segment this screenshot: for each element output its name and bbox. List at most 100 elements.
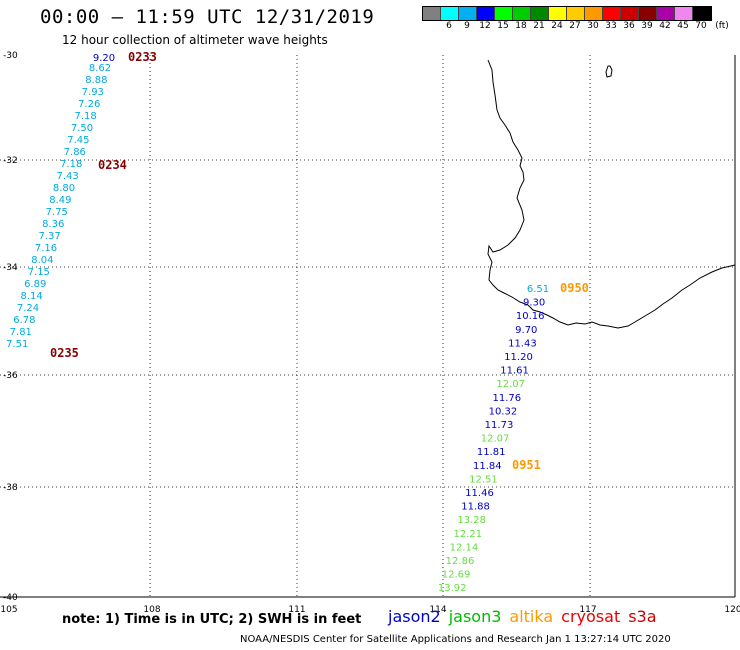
wave-value: 8.04 bbox=[31, 255, 53, 266]
legend-swatch bbox=[459, 7, 477, 20]
wave-value: 11.43 bbox=[508, 338, 537, 349]
wave-value: 10.32 bbox=[489, 406, 518, 417]
legend-swatch bbox=[585, 7, 603, 20]
wave-value: 7.86 bbox=[64, 147, 86, 158]
wave-value: 9.70 bbox=[515, 325, 537, 336]
axis-labels: -30 -32 -34 -36 -38 -40 105 108 111 114 117 120 bbox=[0, 51, 740, 615]
wave-value: 7.18 bbox=[60, 159, 82, 170]
altimeter-tracks: 9.208.628.887.937.267.187.507.457.867.18… bbox=[6, 53, 549, 594]
satellite-legend: jason2 jason3 altika cryosat s3a bbox=[388, 607, 665, 626]
satellite-altika: altika bbox=[509, 607, 554, 626]
wave-value: 7.37 bbox=[38, 231, 60, 242]
legend-label: 39 bbox=[641, 21, 653, 31]
lat-label: -38 bbox=[3, 483, 18, 493]
legend-unit: (ft) bbox=[715, 21, 729, 31]
wave-value: 9.20 bbox=[93, 53, 115, 64]
wave-value: 8.14 bbox=[20, 291, 42, 302]
map-subtitle: 12 hour collection of altimeter wave hei… bbox=[62, 33, 328, 47]
wave-value: 11.81 bbox=[477, 447, 506, 458]
legend-label: 27 bbox=[569, 21, 581, 31]
legend-label: 18 bbox=[515, 21, 527, 31]
satellite-jason3: jason3 bbox=[448, 607, 502, 626]
legend-label: 24 bbox=[551, 21, 563, 31]
time-tag: 0235 bbox=[50, 346, 79, 360]
time-tag: 0951 bbox=[512, 458, 541, 472]
wave-value: 7.24 bbox=[17, 303, 39, 314]
wave-value: 12.69 bbox=[442, 570, 471, 581]
legend-label: 30 bbox=[587, 21, 599, 31]
legend-label: 42 bbox=[659, 21, 671, 31]
wave-value: 12.21 bbox=[453, 529, 482, 540]
legend-swatch bbox=[495, 7, 513, 20]
wave-value: 11.61 bbox=[500, 366, 529, 377]
legend-swatch bbox=[693, 7, 711, 20]
wave-value: 12.14 bbox=[450, 542, 479, 553]
wave-value: 12.07 bbox=[496, 379, 525, 390]
legend-label: 36 bbox=[623, 21, 635, 31]
lon-label: 111 bbox=[288, 605, 305, 615]
wave-value: 7.50 bbox=[71, 123, 93, 134]
footer-credit: NOAA/NESDIS Center for Satellite Applica… bbox=[240, 634, 671, 645]
wave-value: 7.93 bbox=[82, 87, 104, 98]
legend-label: 70 bbox=[695, 21, 707, 31]
lat-label: -34 bbox=[3, 263, 18, 273]
wave-value: 11.76 bbox=[492, 393, 521, 404]
legend-swatch bbox=[567, 7, 585, 20]
lat-label: -36 bbox=[3, 371, 18, 381]
satellite-s3a: s3a bbox=[628, 607, 657, 626]
legend-label: 45 bbox=[677, 21, 689, 31]
lon-label: 120 bbox=[724, 605, 740, 615]
wave-value: 8.88 bbox=[85, 75, 107, 86]
wave-value: 7.15 bbox=[28, 267, 50, 278]
legend-swatch bbox=[441, 7, 459, 20]
wave-value: 7.16 bbox=[35, 243, 57, 254]
wave-value: 6.78 bbox=[13, 315, 35, 326]
wave-value: 12.07 bbox=[481, 434, 510, 445]
lon-label: 105 bbox=[0, 605, 17, 615]
legend-swatch bbox=[477, 7, 495, 20]
lat-label: -30 bbox=[3, 51, 18, 61]
wave-value: 7.51 bbox=[6, 339, 28, 350]
legend-swatch bbox=[531, 7, 549, 20]
lon-label: 114 bbox=[429, 605, 446, 615]
wave-value: 11.88 bbox=[461, 502, 490, 513]
wave-value: 8.62 bbox=[89, 63, 111, 74]
legend-swatch bbox=[675, 7, 693, 20]
legend-label: 33 bbox=[605, 21, 617, 31]
legend-label: 6 bbox=[446, 21, 452, 31]
wave-value: 12.86 bbox=[446, 556, 475, 567]
wave-value: 7.75 bbox=[46, 207, 68, 218]
note-text: note: 1) Time is in UTC; 2) SWH is in fe… bbox=[62, 612, 362, 627]
wave-value: 7.43 bbox=[56, 171, 78, 182]
wave-value: 7.18 bbox=[74, 111, 96, 122]
wave-value: 8.36 bbox=[42, 219, 64, 230]
time-tags: 0233 0234 0235 0950 0951 bbox=[50, 50, 589, 472]
legend-label: 12 bbox=[479, 21, 491, 31]
wave-value: 11.84 bbox=[473, 461, 502, 472]
legend-swatch bbox=[621, 7, 639, 20]
map-frame bbox=[0, 55, 736, 598]
satellite-jason2: jason2 bbox=[388, 607, 441, 626]
color-scale-legend bbox=[422, 6, 712, 21]
legend-label: 21 bbox=[533, 21, 545, 31]
wave-value: 12.51 bbox=[469, 474, 498, 485]
map-title: 00:00 — 11:59 UTC 12/31/2019 bbox=[40, 6, 375, 28]
legend-label: 9 bbox=[464, 21, 470, 31]
wave-value: 7.81 bbox=[10, 327, 32, 338]
wave-value: 6.51 bbox=[527, 284, 549, 295]
lon-label: 108 bbox=[143, 605, 160, 615]
lat-label: -40 bbox=[3, 593, 18, 603]
wave-value: 13.28 bbox=[457, 515, 486, 526]
wave-value: 7.26 bbox=[78, 99, 100, 110]
wave-value: 11.73 bbox=[485, 420, 514, 431]
time-tag: 0233 bbox=[128, 50, 157, 64]
wave-value: 6.89 bbox=[24, 279, 46, 290]
coastline bbox=[487, 59, 736, 329]
legend-label: 15 bbox=[497, 21, 509, 31]
lat-label: -32 bbox=[3, 156, 18, 166]
wave-value: 8.49 bbox=[49, 195, 71, 206]
time-tag: 0950 bbox=[560, 281, 589, 295]
lon-label: 117 bbox=[579, 605, 596, 615]
wave-value: 7.45 bbox=[67, 135, 89, 146]
